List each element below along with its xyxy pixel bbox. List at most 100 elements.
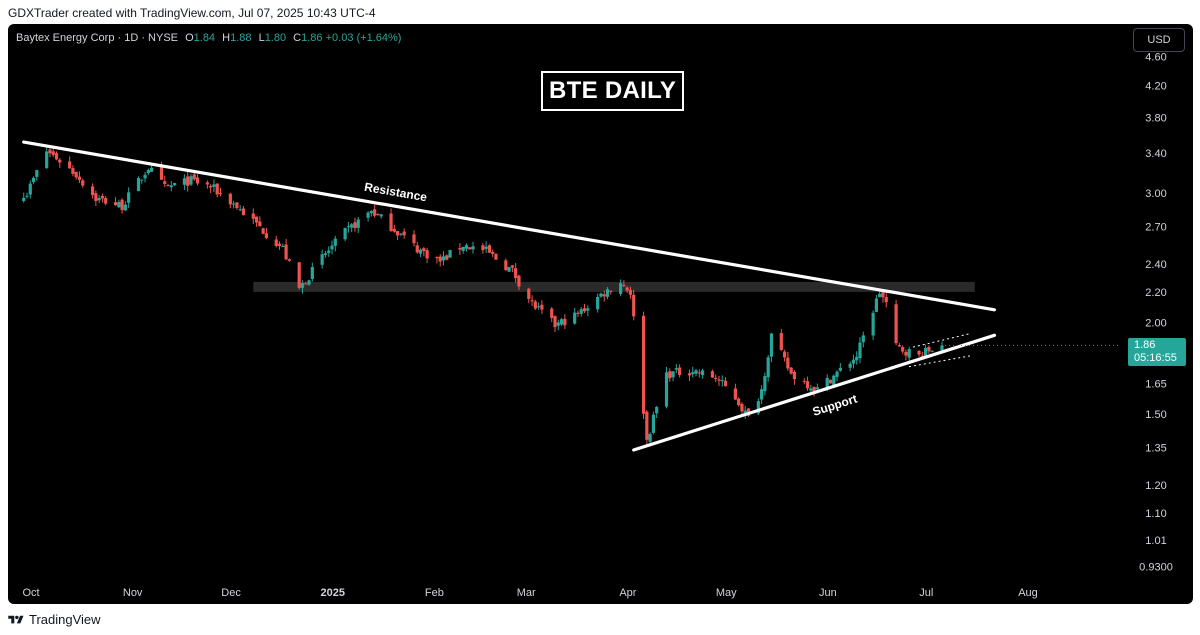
y-tick-label: 1.10 — [1145, 508, 1166, 520]
candle-body — [284, 244, 288, 260]
candle-body — [104, 198, 108, 204]
candle-body — [320, 254, 324, 265]
candle-body — [586, 308, 590, 311]
candle-body — [740, 403, 744, 412]
candle-body — [343, 228, 347, 240]
candle-body — [861, 335, 865, 343]
symbol-name[interactable]: Baytex Energy Corp · 1D · NYSE — [16, 32, 179, 44]
candle-body — [878, 293, 882, 298]
y-tick-label: 2.20 — [1145, 287, 1166, 299]
candle-body — [402, 231, 406, 236]
candle-body — [805, 381, 810, 389]
candle-body — [97, 198, 101, 201]
candle-body — [251, 213, 255, 219]
candle-body — [399, 233, 403, 235]
y-tick-label: 1.65 — [1145, 379, 1166, 391]
candle-body — [238, 209, 242, 211]
candle-body — [28, 183, 32, 195]
low-label: L — [258, 32, 265, 44]
candle-body — [445, 255, 449, 260]
candle-body — [484, 246, 488, 249]
candle-body — [720, 380, 724, 382]
candle-body — [573, 312, 577, 324]
candle-body — [625, 287, 629, 291]
candle-body — [45, 151, 49, 169]
x-tick-label: Mar — [517, 587, 536, 599]
candle-body — [438, 256, 442, 262]
candle-body — [94, 193, 98, 201]
candle-body — [350, 224, 354, 228]
candle-body — [930, 351, 934, 353]
candle-body — [389, 213, 393, 231]
x-tick-label: 2025 — [320, 587, 344, 599]
candle-body — [491, 251, 495, 254]
candle-body — [117, 202, 121, 208]
candle-body — [855, 356, 859, 361]
x-tick-label: Jun — [819, 587, 837, 599]
candle-body — [205, 182, 209, 185]
candle-body — [241, 208, 246, 216]
candle-body — [146, 169, 150, 174]
x-tick-label: Nov — [123, 587, 143, 599]
candle-body — [851, 359, 856, 364]
candle-body — [678, 367, 682, 375]
candle-body — [418, 249, 423, 254]
candle-body — [927, 346, 931, 352]
footer-brand[interactable]: TradingView — [29, 612, 101, 627]
currency-button[interactable]: USD — [1133, 28, 1185, 52]
y-tick-label: 3.80 — [1145, 113, 1166, 125]
chart-caption: GDXTrader created with TradingView.com, … — [8, 6, 376, 20]
x-tick-label: Apr — [619, 587, 636, 599]
candle-body — [395, 231, 400, 236]
y-tick-label: 2.70 — [1145, 222, 1166, 234]
candle-body — [825, 378, 829, 389]
candle-body — [192, 174, 196, 180]
candle-body — [471, 246, 475, 250]
y-tick-label: 3.00 — [1145, 188, 1166, 200]
support-resistance-zone — [253, 281, 975, 292]
candle-body — [297, 262, 301, 289]
x-tick-label: Dec — [221, 587, 241, 599]
candle-body — [379, 214, 383, 217]
candle-body — [514, 268, 518, 279]
candle-body — [897, 345, 901, 347]
x-tick-label: Jul — [919, 587, 933, 599]
candle-body — [723, 380, 728, 387]
candle-body — [81, 180, 85, 186]
chart-title: BTE DAILY — [541, 71, 685, 111]
candle-body — [254, 216, 259, 223]
candle-body — [599, 293, 603, 297]
candle-body — [261, 228, 265, 234]
candle-body — [559, 319, 564, 325]
candle-body — [812, 386, 816, 392]
candle-body — [422, 248, 426, 252]
candle-body — [481, 245, 485, 251]
footer: TradingView — [8, 612, 101, 627]
x-tick-label: May — [716, 587, 737, 599]
candle-body — [645, 411, 649, 440]
chart-panel[interactable]: 4.60 4.20 3.80 3.40 3.00 2.70 2.40 2.20 2.00 1.65… — [8, 24, 1193, 604]
candle-body — [123, 204, 127, 211]
candle-body — [815, 387, 819, 390]
candle-body — [809, 388, 813, 391]
candle-body — [353, 222, 357, 229]
candle-body — [743, 410, 747, 414]
y-tick-label: 0.9300 — [1139, 561, 1173, 573]
candle-body — [215, 183, 219, 195]
candle-body — [609, 290, 613, 292]
candle-body — [300, 283, 305, 288]
candle-body — [458, 247, 462, 250]
candle-body — [924, 347, 928, 357]
candle-body — [786, 357, 790, 369]
candle-body — [619, 283, 623, 294]
candle-body — [189, 176, 193, 185]
tradingview-logo-icon — [8, 615, 24, 623]
candle-body — [330, 245, 334, 250]
candle-body — [127, 192, 131, 203]
candle-body — [25, 195, 29, 197]
candle-body — [733, 388, 737, 400]
candle-body — [832, 375, 836, 386]
candle-body — [540, 304, 544, 310]
candlestick-chart[interactable]: 4.60 4.20 3.80 3.40 3.00 2.70 2.40 2.20 2.00 1.65… — [8, 24, 1193, 604]
candle-body — [366, 212, 370, 218]
